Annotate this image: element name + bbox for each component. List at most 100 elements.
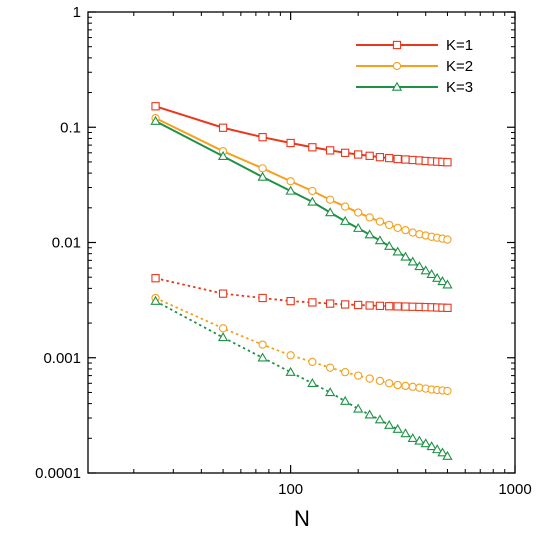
data-point-triangle bbox=[400, 251, 411, 261]
data-point-circle bbox=[393, 223, 402, 233]
data-point-circle bbox=[286, 177, 295, 186]
data-point-square bbox=[392, 40, 402, 50]
legend-label: K=2 bbox=[446, 58, 473, 75]
data-point-triangle bbox=[392, 246, 403, 256]
y-tick-label: 0.001 bbox=[43, 350, 81, 367]
data-point-square bbox=[151, 102, 160, 111]
data-point-triangle bbox=[407, 432, 418, 443]
data-point-triangle bbox=[340, 395, 351, 405]
data-point-circle bbox=[385, 379, 394, 388]
data-point-circle bbox=[308, 357, 317, 367]
data-point-triangle bbox=[384, 240, 395, 250]
data-point-triangle bbox=[257, 352, 268, 362]
data-point-circle bbox=[308, 186, 317, 196]
data-point-square bbox=[365, 151, 374, 160]
data-point-square bbox=[375, 301, 385, 311]
data-point-square bbox=[375, 153, 385, 162]
y-tick-label: 0.0001 bbox=[35, 465, 81, 482]
data-point-square bbox=[354, 300, 363, 310]
data-point-triangle bbox=[364, 409, 375, 419]
legend-label: K=3 bbox=[446, 79, 473, 96]
series-line bbox=[155, 300, 448, 457]
data-point-square bbox=[286, 296, 295, 306]
data-point-triangle bbox=[414, 435, 425, 445]
data-point-circle bbox=[258, 340, 267, 349]
data-point-square bbox=[443, 303, 452, 313]
data-point-circle bbox=[393, 380, 402, 390]
data-point-triangle bbox=[437, 276, 448, 286]
data-point-circle bbox=[341, 367, 350, 377]
data-point-triangle bbox=[324, 207, 336, 217]
data-point-triangle bbox=[432, 444, 443, 454]
data-point-square bbox=[218, 289, 228, 298]
data-point-square bbox=[443, 158, 452, 167]
data-point-circle bbox=[375, 217, 385, 226]
data-point-triangle bbox=[442, 450, 453, 460]
series-2 bbox=[150, 115, 453, 289]
data-point-circle bbox=[218, 324, 228, 333]
legend-item: K=2 bbox=[356, 58, 473, 75]
series-3 bbox=[151, 274, 452, 313]
data-point-square bbox=[258, 293, 267, 303]
legend-label: K=1 bbox=[446, 37, 473, 54]
data-point-square bbox=[341, 148, 350, 157]
data-point-triangle bbox=[353, 222, 364, 232]
data-point-circle bbox=[443, 386, 452, 396]
series-0 bbox=[151, 102, 452, 167]
data-point-square bbox=[308, 143, 317, 152]
legend-item: K=1 bbox=[356, 37, 473, 54]
data-point-triangle bbox=[432, 272, 443, 282]
data-point-triangle bbox=[150, 115, 161, 125]
data-point-square bbox=[325, 146, 335, 155]
data-point-square bbox=[401, 155, 410, 164]
data-point-circle bbox=[354, 208, 363, 217]
x-tick-label: 100 bbox=[278, 481, 303, 498]
y-tick-label: 0.1 bbox=[60, 119, 81, 136]
data-point-triangle bbox=[353, 403, 364, 413]
series-1 bbox=[151, 113, 452, 244]
data-point-circle bbox=[408, 382, 417, 391]
data-point-triangle bbox=[384, 419, 395, 429]
data-point-square bbox=[365, 301, 374, 310]
data-point-square bbox=[151, 274, 160, 283]
data-point-triangle bbox=[392, 423, 403, 433]
data-point-triangle bbox=[374, 235, 386, 245]
data-point-circle bbox=[443, 235, 452, 244]
data-point-square bbox=[393, 302, 402, 311]
data-point-square bbox=[218, 123, 228, 132]
data-point-triangle bbox=[324, 387, 336, 397]
data-point-triangle bbox=[420, 265, 431, 275]
data-point-triangle bbox=[307, 378, 318, 388]
data-point-triangle bbox=[426, 268, 437, 278]
x-axis-title: N bbox=[294, 506, 310, 531]
data-point-square bbox=[393, 154, 402, 164]
data-point-square bbox=[408, 155, 417, 165]
data-point-triangle bbox=[400, 428, 411, 438]
data-point-triangle bbox=[407, 256, 418, 266]
data-point-circle bbox=[408, 228, 417, 237]
data-point-triangle bbox=[340, 215, 351, 225]
data-point-circle bbox=[325, 195, 335, 204]
data-point-triangle bbox=[374, 414, 386, 424]
data-point-triangle bbox=[150, 295, 161, 305]
x-tick-label: 1000 bbox=[498, 481, 531, 498]
data-point-triangle bbox=[391, 81, 403, 91]
data-point-triangle bbox=[285, 185, 296, 195]
series-line bbox=[155, 297, 448, 392]
data-point-circle bbox=[385, 220, 394, 230]
data-point-square bbox=[385, 302, 394, 311]
data-point-triangle bbox=[442, 279, 453, 289]
y-tick-label: 0.01 bbox=[52, 235, 81, 252]
legend-item: K=3 bbox=[356, 79, 473, 96]
data-point-circle bbox=[401, 225, 410, 235]
data-point-circle bbox=[365, 213, 374, 222]
data-point-triangle bbox=[307, 196, 318, 206]
data-point-square bbox=[325, 299, 335, 308]
series-line bbox=[155, 117, 448, 241]
series-5 bbox=[150, 295, 453, 460]
data-point-square bbox=[354, 150, 363, 159]
data-point-triangle bbox=[217, 150, 229, 160]
y-tick-label: 1 bbox=[73, 4, 81, 21]
data-point-circle bbox=[341, 202, 350, 211]
